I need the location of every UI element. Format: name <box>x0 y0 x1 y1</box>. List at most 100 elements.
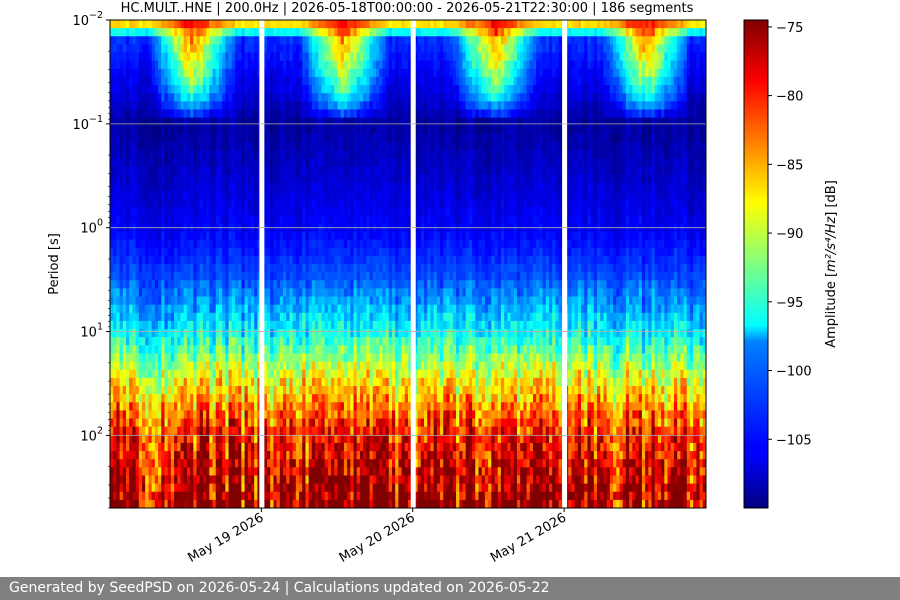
heatmap-cell <box>315 304 319 314</box>
heatmap-cell <box>222 386 226 395</box>
heatmap-cell <box>366 44 371 54</box>
heatmap-cell <box>292 386 297 395</box>
heatmap-cell <box>186 109 191 119</box>
heatmap-cell <box>244 410 249 420</box>
heatmap-cell <box>305 264 310 273</box>
heatmap-cell <box>138 142 143 151</box>
heatmap-cell <box>321 418 326 428</box>
heatmap-cell <box>164 467 169 477</box>
heatmap-cell <box>292 158 297 167</box>
heatmap-cell <box>295 280 300 289</box>
heatmap-cell <box>135 353 140 363</box>
heatmap-cell <box>372 36 377 45</box>
heatmap-cell <box>263 410 268 420</box>
heatmap-cell <box>193 20 198 29</box>
heatmap-cell <box>350 231 355 241</box>
heatmap-cell <box>318 386 323 395</box>
heatmap-cell <box>289 117 294 127</box>
heatmap-cell <box>202 459 207 468</box>
heatmap-cell <box>164 150 169 159</box>
heatmap-cell <box>215 459 220 468</box>
heatmap-cell <box>347 426 351 436</box>
heatmap-cell <box>193 36 198 45</box>
heatmap-cell <box>276 426 281 436</box>
heatmap-cell <box>308 296 313 306</box>
heatmap-cell <box>206 101 210 111</box>
heatmap-cell <box>119 93 124 102</box>
heatmap-cell <box>142 312 146 322</box>
heatmap-cell <box>279 483 284 493</box>
heatmap-cell <box>270 418 275 428</box>
heatmap-cell <box>337 386 342 395</box>
heatmap-cell <box>193 361 198 371</box>
heatmap-cell <box>228 418 233 428</box>
heatmap-cell <box>212 288 217 298</box>
heatmap-cell <box>321 320 326 330</box>
heatmap-cell <box>158 44 162 54</box>
heatmap-cell <box>196 345 201 355</box>
heatmap-cell <box>286 255 291 265</box>
heatmap-cell <box>122 329 127 338</box>
heatmap-cell <box>359 483 364 493</box>
heatmap-cell <box>126 93 130 102</box>
heatmap-cell <box>334 166 339 176</box>
heatmap-cell <box>286 320 291 330</box>
heatmap-cell <box>142 207 146 216</box>
heatmap-cell <box>231 280 236 289</box>
heatmap-cell <box>238 109 242 119</box>
heatmap-cell <box>254 231 258 241</box>
heatmap-cell <box>353 264 358 273</box>
heatmap-cell <box>327 28 332 37</box>
heatmap-cell <box>174 320 178 330</box>
heatmap-cell <box>148 499 153 508</box>
heatmap-cell <box>218 264 223 273</box>
heatmap-cell <box>142 320 146 330</box>
heatmap-cell <box>347 125 351 135</box>
heatmap-cell <box>315 109 319 119</box>
heatmap-cell <box>356 20 361 29</box>
heatmap-cell <box>247 475 252 485</box>
heatmap-cell <box>228 76 233 86</box>
heatmap-cell <box>279 402 284 411</box>
heatmap-cell <box>148 158 153 167</box>
heatmap-cell <box>289 377 294 387</box>
heatmap-cell <box>225 85 230 94</box>
heatmap-cell <box>186 174 191 184</box>
heatmap-cell <box>331 93 335 102</box>
heatmap-cell <box>206 369 210 379</box>
heatmap-cell <box>119 418 124 428</box>
heatmap-cell <box>244 207 249 216</box>
heatmap-cell <box>209 288 214 298</box>
heatmap-cell <box>315 272 319 281</box>
heatmap-cell <box>324 296 329 306</box>
heatmap-cell <box>363 304 367 314</box>
heatmap-cell <box>167 239 172 249</box>
heatmap-cell <box>231 231 236 241</box>
heatmap-cell <box>186 133 191 143</box>
heatmap-cell <box>321 345 326 355</box>
heatmap-cell <box>321 329 326 338</box>
heatmap-cell <box>154 491 159 501</box>
heatmap-cell <box>299 296 303 306</box>
heatmap-cell <box>202 198 207 208</box>
heatmap-cell <box>222 60 226 70</box>
heatmap-cell <box>343 247 348 257</box>
heatmap-cell <box>215 345 220 355</box>
heatmap-cell <box>218 442 223 452</box>
heatmap-cell <box>142 36 146 45</box>
heatmap-cell <box>228 410 233 420</box>
heatmap-cell <box>215 377 220 387</box>
heatmap-cell <box>180 451 185 460</box>
heatmap-cell <box>305 28 310 37</box>
heatmap-cell <box>164 174 169 184</box>
heatmap-cell <box>126 264 130 273</box>
heatmap-cell <box>193 215 198 224</box>
heatmap-cell <box>167 182 172 192</box>
heatmap-cell <box>302 369 307 379</box>
heatmap-cell <box>193 320 198 330</box>
heatmap-cell <box>241 142 246 151</box>
heatmap-cell <box>183 288 188 298</box>
heatmap-cell <box>356 60 361 70</box>
heatmap-cell <box>151 68 156 78</box>
heatmap-cell <box>206 491 210 501</box>
